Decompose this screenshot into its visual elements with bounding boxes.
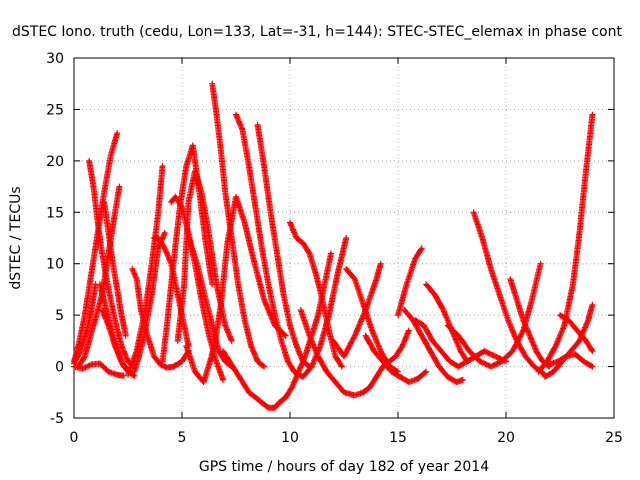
series-34 (470, 209, 548, 378)
y-tick-label: 25 (46, 102, 64, 118)
series-25-points (297, 307, 367, 399)
x-tick-label: 15 (389, 430, 407, 446)
series-3-points (71, 360, 127, 379)
x-tick-label: 25 (605, 430, 623, 446)
y-axis-label: dSTEC / TECUs (8, 186, 24, 289)
y-tick-label: -5 (50, 411, 64, 427)
y-tick-label: 30 (46, 51, 64, 67)
series-40-points (546, 351, 596, 370)
series-29 (362, 332, 430, 385)
series-36 (507, 276, 553, 370)
series-29-points (362, 332, 430, 385)
y-tick-label: 15 (46, 205, 64, 221)
series-34-points (470, 209, 548, 378)
series-24-points (291, 235, 350, 380)
series-32 (412, 317, 509, 370)
series-7-points (101, 199, 129, 339)
series-17 (183, 193, 289, 385)
series-36-points (507, 276, 553, 370)
series-39 (557, 312, 596, 355)
x-tick-label: 0 (70, 430, 79, 446)
series-37-points (535, 111, 596, 375)
series-20 (233, 111, 298, 375)
series-4 (86, 157, 138, 370)
series-2 (71, 281, 99, 367)
series-31-points (401, 307, 466, 385)
series-2-points (71, 281, 99, 367)
plot-frame (73, 57, 615, 419)
series-40 (546, 351, 596, 370)
series-11-points (131, 229, 168, 375)
series-39-points (557, 312, 596, 355)
series-3 (71, 360, 127, 379)
axis-ticks: 0 5 10 15 20 25 -5 0 5 10 15 20 25 30 (46, 51, 623, 446)
series-11 (131, 229, 168, 375)
series-37 (535, 111, 596, 375)
y-tick-label: 0 (55, 360, 64, 376)
x-tick-label: 5 (178, 430, 187, 446)
series-30 (395, 245, 425, 319)
series-25 (297, 307, 367, 399)
series-17-points (183, 193, 289, 385)
series-20-points (233, 111, 298, 375)
series-19 (220, 348, 283, 411)
y-tick-label: 20 (46, 154, 64, 170)
series-18-points (209, 80, 268, 370)
series-21 (254, 121, 313, 370)
y-tick-label: 5 (55, 308, 64, 324)
series-4-points (86, 157, 138, 370)
x-tick-label: 20 (497, 430, 515, 446)
x-axis-label: GPS time / hours of day 182 of year 2014 (199, 459, 489, 475)
data-marks (71, 80, 596, 411)
series-32-points (412, 317, 509, 370)
series-31 (401, 307, 466, 385)
chart-title: dSTEC Iono. truth (cedu, Lon=133, Lat=-3… (12, 24, 622, 40)
series-24 (291, 235, 350, 380)
x-tick-label: 10 (281, 430, 299, 446)
series-18 (209, 80, 268, 370)
series-30-points (395, 245, 425, 319)
series-7 (101, 199, 129, 339)
y-tick-label: 10 (46, 257, 64, 273)
series-19-points (220, 348, 283, 411)
series-21-points (254, 121, 313, 370)
